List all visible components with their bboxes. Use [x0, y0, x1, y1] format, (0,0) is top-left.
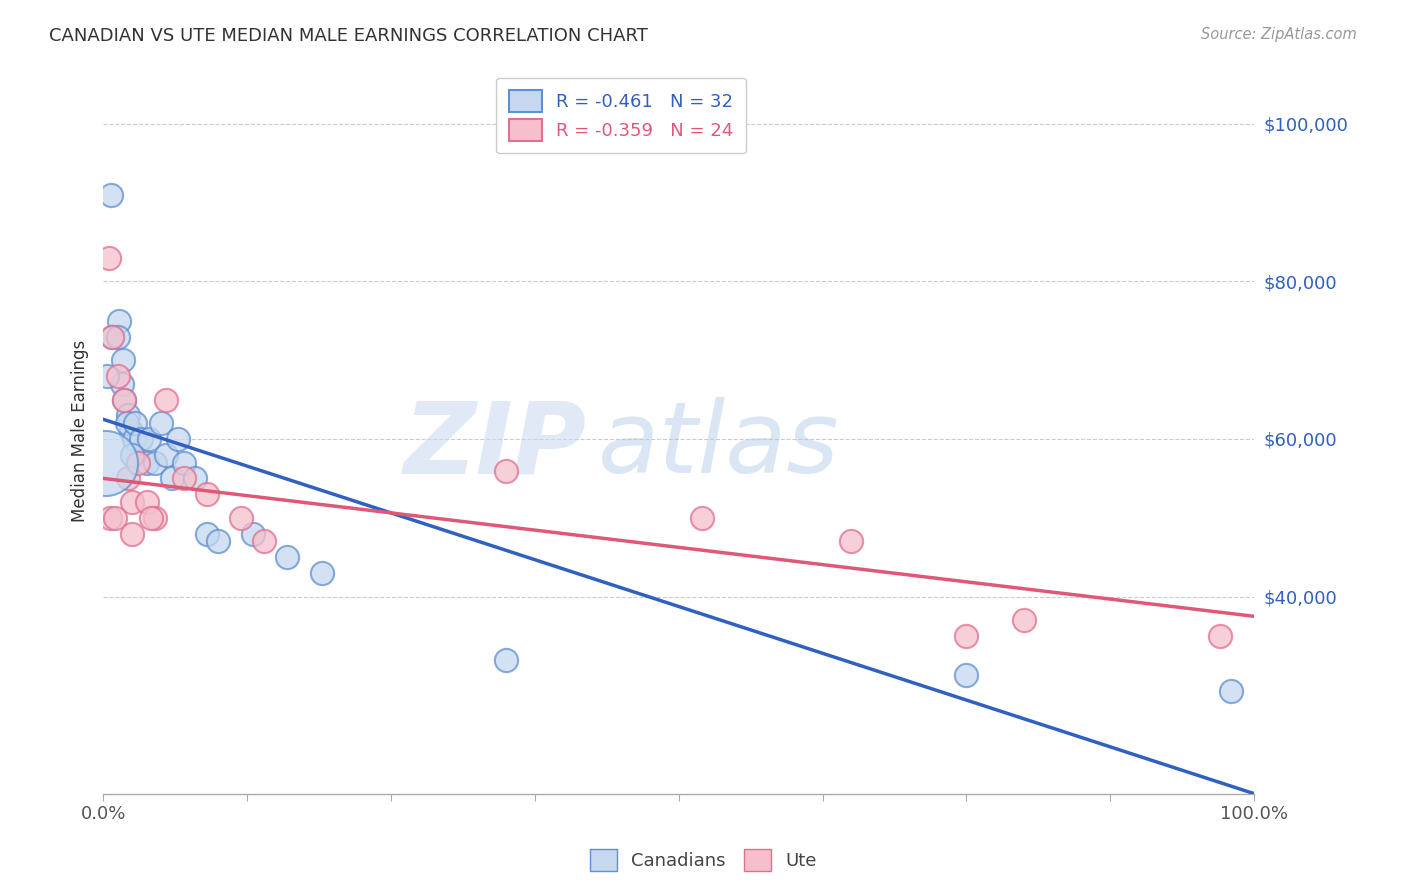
- Point: [112, 392, 135, 407]
- Point: [311, 566, 333, 580]
- Point: [129, 432, 152, 446]
- Point: [276, 550, 298, 565]
- Point: [111, 353, 134, 368]
- Point: [141, 510, 163, 524]
- Point: [155, 448, 177, 462]
- Point: [135, 456, 157, 470]
- Point: [100, 187, 122, 202]
- Point: [121, 448, 143, 462]
- Point: [173, 456, 195, 470]
- Point: [495, 463, 517, 477]
- Point: [117, 409, 139, 423]
- Point: [107, 329, 129, 343]
- Point: [1208, 629, 1230, 643]
- Point: [155, 392, 177, 407]
- Point: [101, 329, 124, 343]
- Point: [117, 416, 139, 430]
- Point: [143, 456, 166, 470]
- Text: ZIP: ZIP: [404, 397, 586, 494]
- Point: [173, 471, 195, 485]
- Point: [127, 456, 149, 470]
- Point: [121, 526, 143, 541]
- Point: [135, 495, 157, 509]
- Point: [253, 534, 276, 549]
- Point: [117, 471, 139, 485]
- Legend: Canadians, Ute: Canadians, Ute: [582, 842, 824, 879]
- Point: [96, 368, 118, 383]
- Point: [690, 510, 713, 524]
- Point: [841, 534, 863, 549]
- Point: [149, 416, 172, 430]
- Point: [143, 510, 166, 524]
- Point: [207, 534, 229, 549]
- Legend: R = -0.461   N = 32, R = -0.359   N = 24: R = -0.461 N = 32, R = -0.359 N = 24: [496, 78, 745, 153]
- Point: [955, 629, 977, 643]
- Point: [124, 416, 146, 430]
- Point: [101, 329, 124, 343]
- Point: [955, 668, 977, 682]
- Text: CANADIAN VS UTE MEDIAN MALE EARNINGS CORRELATION CHART: CANADIAN VS UTE MEDIAN MALE EARNINGS COR…: [49, 27, 648, 45]
- Point: [112, 392, 135, 407]
- Point: [1220, 684, 1243, 698]
- Point: [242, 526, 264, 541]
- Point: [110, 376, 132, 391]
- Point: [1012, 613, 1035, 627]
- Point: [107, 368, 129, 383]
- Point: [195, 526, 218, 541]
- Point: [108, 314, 131, 328]
- Point: [184, 471, 207, 485]
- Point: [121, 495, 143, 509]
- Point: [94, 456, 117, 470]
- Point: [104, 510, 127, 524]
- Point: [160, 471, 183, 485]
- Point: [231, 510, 253, 524]
- Point: [120, 424, 142, 438]
- Y-axis label: Median Male Earnings: Median Male Earnings: [72, 340, 89, 522]
- Point: [167, 432, 190, 446]
- Point: [98, 510, 121, 524]
- Point: [195, 487, 218, 501]
- Point: [138, 432, 160, 446]
- Point: [495, 653, 517, 667]
- Text: atlas: atlas: [598, 397, 839, 494]
- Text: Source: ZipAtlas.com: Source: ZipAtlas.com: [1201, 27, 1357, 42]
- Point: [122, 432, 145, 446]
- Point: [97, 251, 120, 265]
